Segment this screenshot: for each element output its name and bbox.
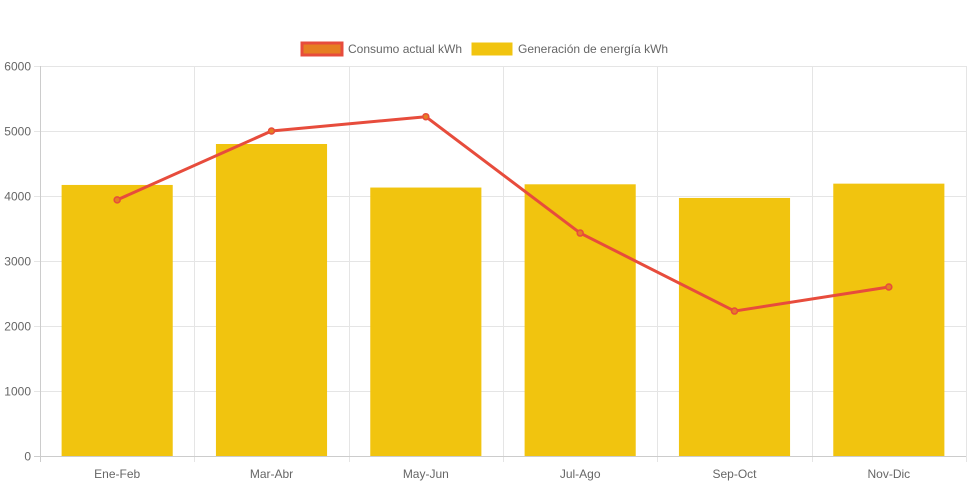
legend-label-consumo: Consumo actual kWh [348, 42, 462, 56]
legend-swatch-generacion [471, 42, 513, 56]
legend-item-generacion[interactable]: Generación de energía kWh [471, 42, 668, 56]
y-tick-label: 4000 [4, 190, 31, 204]
x-tick-label: Ene-Feb [94, 467, 140, 481]
y-tick-label: 3000 [4, 255, 31, 269]
y-tick-label: 1000 [4, 385, 31, 399]
legend-swatch-consumo [300, 41, 344, 57]
y-tick-label: 5000 [4, 125, 31, 139]
bar-generacion[interactable] [833, 183, 945, 456]
x-tick-label: May-Jun [403, 467, 449, 481]
x-tick-label: Sep-Oct [712, 467, 757, 481]
y-tick-label: 6000 [4, 60, 31, 74]
legend-item-consumo[interactable]: Consumo actual kWh [300, 41, 462, 57]
line-series [113, 112, 893, 315]
line-consumo [116, 115, 890, 313]
x-tick-label: Mar-Abr [250, 467, 293, 481]
tick-labels: 0 1000 2000 3000 4000 5000 6000 Ene-Feb Mar-Abr M… [4, 60, 910, 482]
legend: Consumo actual kWh Generación de energía… [300, 41, 668, 57]
bar-generacion[interactable] [678, 197, 791, 456]
x-tick-label: Jul-Ago [560, 467, 601, 481]
bar-generacion[interactable] [524, 184, 636, 457]
point-consumo[interactable] [730, 307, 739, 315]
bar-series [61, 144, 945, 457]
bar-generacion[interactable] [370, 187, 482, 457]
legend-label-generacion: Generación de energía kWh [518, 42, 668, 56]
point-consumo[interactable] [267, 127, 276, 135]
point-consumo[interactable] [422, 112, 430, 121]
y-tick-label: 2000 [4, 320, 31, 334]
grid-lines [34, 66, 967, 462]
point-consumo[interactable] [885, 283, 893, 291]
bar-generacion[interactable] [61, 184, 173, 456]
bar-generacion[interactable] [215, 144, 328, 456]
point-consumo[interactable] [576, 229, 584, 237]
x-tick-label: Nov-Dic [867, 467, 910, 481]
y-tick-label: 0 [24, 450, 31, 464]
point-consumo[interactable] [113, 196, 121, 204]
